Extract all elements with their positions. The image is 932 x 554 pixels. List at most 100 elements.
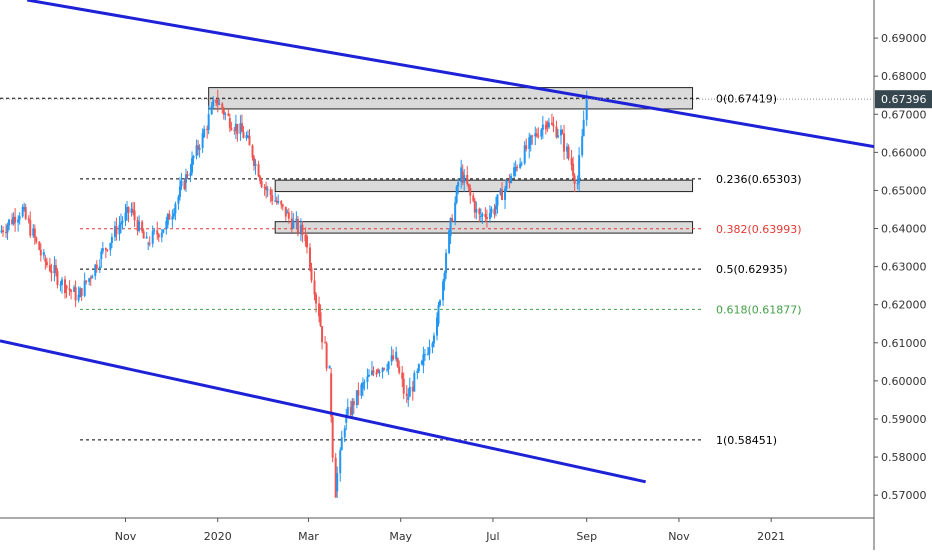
current-price-badge (875, 90, 932, 109)
candle-body (318, 303, 321, 317)
candle-body (308, 247, 311, 268)
candle-body (35, 237, 38, 242)
candle-body (541, 124, 544, 130)
candle-body (277, 201, 280, 203)
candle-body (401, 372, 404, 379)
candle-body (17, 219, 20, 223)
candle-body (104, 248, 107, 250)
candle-body (124, 212, 127, 221)
candle-body (439, 300, 442, 306)
candle-body (345, 414, 348, 423)
candle-body (443, 272, 446, 282)
candle-body (370, 370, 373, 375)
candle-body (355, 390, 358, 406)
time-tick-label: Jul (485, 530, 499, 543)
candle-body (80, 288, 83, 296)
candle-body (461, 171, 464, 183)
candle-body (160, 232, 163, 238)
candle-body (60, 279, 63, 285)
zone-rect[interactable] (274, 179, 694, 193)
candle-body (222, 109, 225, 115)
candle-body (402, 378, 405, 394)
candle-body (121, 220, 124, 223)
candle-body (265, 186, 268, 190)
candle-body (561, 133, 564, 135)
trendline-lower-channel[interactable] (0, 339, 646, 484)
candle-body (383, 368, 386, 370)
candle-body (413, 372, 416, 392)
candle-body (178, 186, 181, 197)
candle-body (109, 242, 112, 251)
candle-body (496, 194, 499, 206)
candle-body (126, 207, 129, 213)
candle-body (340, 437, 343, 451)
candle-body (473, 200, 476, 213)
candle-body (423, 354, 426, 356)
candle-body (83, 280, 86, 296)
candle-body (535, 133, 538, 136)
candle-body (136, 220, 139, 232)
candle-body (304, 234, 307, 242)
candle-body (239, 123, 242, 134)
candle-body (286, 212, 289, 214)
candle-body (420, 361, 423, 365)
candle-body (531, 135, 534, 137)
candle-body (2, 230, 5, 233)
candle-body (488, 213, 491, 219)
candle-body (387, 361, 390, 370)
fib-level-label: 0.382(0.63993) (716, 223, 802, 236)
candle-body (266, 189, 269, 191)
candle-body (251, 145, 254, 158)
candle-body (572, 163, 575, 176)
candle-body (546, 121, 549, 128)
candle-body (32, 228, 35, 236)
candle-body (133, 210, 136, 221)
candle-body (98, 266, 101, 269)
candle-body (50, 271, 53, 274)
time-tick-label: 2020 (204, 530, 232, 543)
candle-body (33, 228, 36, 238)
candle-body (449, 218, 452, 237)
price-tick-label: 0.61000 (881, 337, 927, 350)
candle-body (529, 135, 532, 145)
candle-body (242, 131, 245, 138)
candle-body (59, 284, 62, 286)
fib-level-label: 0.5(0.62935) (716, 263, 788, 276)
trendline-upper-channel[interactable] (26, 0, 875, 149)
candle-body (501, 189, 504, 200)
candle-body (520, 163, 523, 165)
candle-body (445, 252, 448, 273)
candle-body (198, 147, 201, 150)
candle-body (315, 294, 318, 304)
candle-body (227, 113, 230, 116)
candle-body (290, 218, 293, 229)
candle-body (581, 136, 584, 156)
candle-body (386, 369, 389, 371)
candle-body (360, 384, 363, 396)
candle-body (582, 119, 585, 137)
time-tick-label: Sep (576, 530, 597, 543)
price-tick-label: 0.60000 (881, 375, 927, 388)
candle-body (472, 195, 475, 201)
candle-body (201, 133, 204, 148)
candle-body (432, 335, 435, 344)
candle-body (534, 133, 537, 137)
candle-body (110, 237, 113, 243)
zone-rect[interactable] (274, 221, 694, 234)
candle-body (11, 219, 14, 224)
candle-body (469, 187, 472, 196)
candle-body (363, 382, 366, 384)
candle-body (550, 122, 553, 125)
candle-body (210, 106, 213, 115)
candle-body (457, 182, 460, 187)
candle-body (168, 213, 171, 220)
candle-body (467, 183, 470, 188)
price-tick-label: 0.63000 (881, 261, 927, 274)
candle-body (254, 164, 257, 166)
candle-body (321, 326, 324, 343)
candle-body (494, 205, 497, 210)
candle-body (499, 189, 502, 195)
candle-body (68, 288, 71, 291)
candle-body (79, 288, 82, 298)
